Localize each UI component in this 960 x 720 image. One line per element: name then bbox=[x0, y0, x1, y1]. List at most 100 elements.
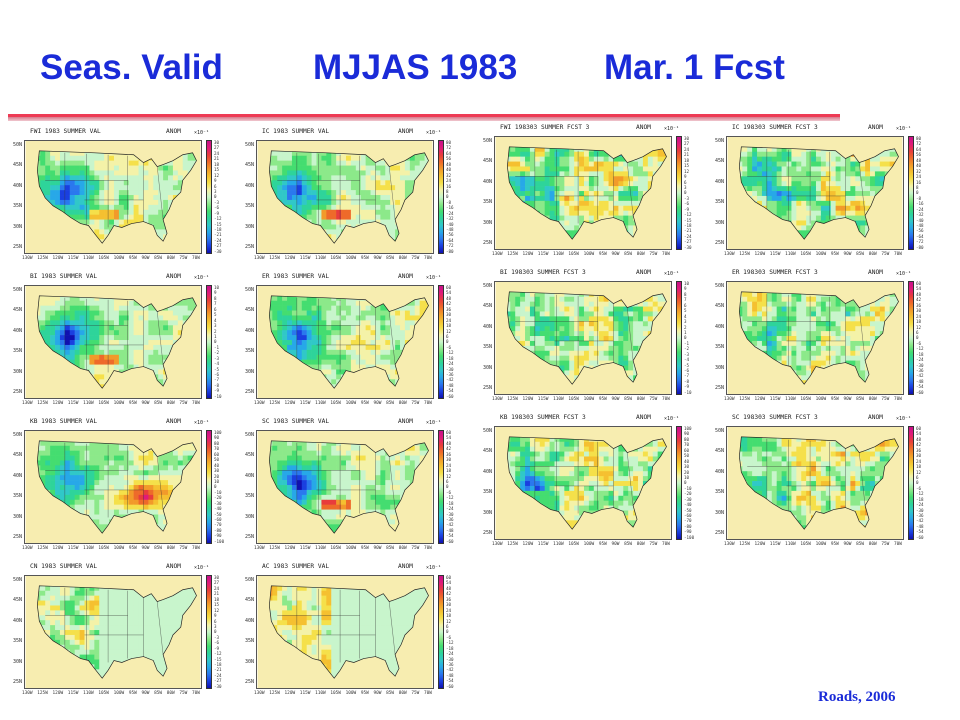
panel-title: ER 1983 SUMMER VAL ANOM bbox=[262, 273, 413, 280]
anomaly-cell bbox=[99, 524, 105, 530]
anomaly-cell bbox=[291, 160, 298, 166]
colorbar-tick-label: -60 bbox=[446, 393, 454, 399]
anomaly-cell bbox=[153, 219, 159, 225]
anomaly-cell bbox=[419, 300, 425, 306]
anomaly-cell bbox=[59, 195, 66, 201]
anomaly-cell bbox=[385, 325, 391, 331]
anomaly-cell bbox=[311, 485, 317, 491]
anomaly-cell bbox=[326, 354, 332, 360]
anomaly-cell bbox=[269, 175, 273, 181]
anomaly-cell bbox=[287, 204, 293, 211]
anomaly-cell bbox=[370, 480, 376, 486]
anomaly-cell bbox=[395, 455, 401, 461]
anomaly-cell bbox=[104, 489, 110, 496]
anomaly-cell bbox=[287, 450, 293, 456]
anomaly-cell bbox=[277, 340, 283, 346]
anomaly-cell bbox=[64, 310, 71, 316]
anomaly-cell bbox=[395, 310, 401, 316]
lat-tick-label: 25N bbox=[12, 533, 22, 540]
lon-tick-label: 75W bbox=[411, 546, 420, 551]
anomaly-cell bbox=[45, 465, 51, 471]
anomaly-cell bbox=[341, 455, 347, 461]
anomaly-cell bbox=[138, 310, 144, 316]
anomaly-cell bbox=[341, 485, 347, 491]
anomaly-cell bbox=[74, 499, 80, 505]
panel-anom-label: ANOM bbox=[398, 128, 413, 135]
anomaly-cell bbox=[301, 470, 307, 476]
anomaly-cell bbox=[40, 185, 46, 191]
anomaly-cell bbox=[331, 204, 337, 211]
anomaly-cell bbox=[158, 180, 164, 186]
colorbar-tick-label: 70 bbox=[214, 446, 220, 452]
anomaly-cell bbox=[50, 320, 56, 326]
anomaly-cell bbox=[385, 489, 391, 496]
anomaly-cell bbox=[143, 465, 149, 471]
anomaly-cell bbox=[316, 170, 322, 176]
anomaly-cell bbox=[409, 450, 416, 456]
anomaly-cell bbox=[55, 175, 61, 181]
anomaly-cell bbox=[89, 440, 95, 447]
anomaly-cell bbox=[69, 440, 75, 447]
anomaly-cell bbox=[113, 455, 120, 461]
anomaly-cell bbox=[79, 450, 85, 456]
anomaly-cell bbox=[128, 354, 134, 360]
anomaly-cell bbox=[143, 470, 149, 476]
anomaly-cell bbox=[321, 190, 327, 196]
anomaly-cell bbox=[74, 190, 80, 196]
anomaly-cell bbox=[163, 170, 169, 176]
anomaly-cell bbox=[287, 315, 293, 321]
anomaly-cell bbox=[64, 485, 71, 491]
anomaly-cell bbox=[118, 209, 125, 215]
anomaly-cell bbox=[306, 325, 312, 331]
anomaly-cell bbox=[79, 320, 85, 326]
anomaly-cell bbox=[321, 340, 327, 346]
anomaly-cell bbox=[400, 470, 406, 476]
anomaly-cell bbox=[336, 310, 342, 316]
anomaly-cell bbox=[40, 295, 46, 302]
anomaly-cell bbox=[306, 340, 312, 346]
anomaly-cell bbox=[395, 330, 401, 336]
anomaly-cell bbox=[133, 310, 139, 316]
anomaly-cell bbox=[123, 450, 130, 456]
anomaly-cell bbox=[104, 209, 110, 215]
anomaly-cell bbox=[69, 204, 75, 211]
anomaly-cell bbox=[277, 150, 283, 157]
anomaly-cell bbox=[277, 185, 283, 191]
anomaly-cell bbox=[118, 364, 125, 370]
anomaly-cell bbox=[153, 354, 159, 360]
anomaly-cell bbox=[306, 185, 312, 191]
anomaly-cell bbox=[50, 440, 56, 447]
anomaly-cell bbox=[400, 335, 406, 341]
panel-title-text: SC 1983 SUMMER VAL bbox=[262, 418, 330, 425]
lat-tick-label: 25N bbox=[12, 388, 22, 395]
anomaly-cell bbox=[109, 480, 115, 486]
anomaly-cell bbox=[272, 330, 278, 336]
anomaly-cell bbox=[99, 315, 105, 321]
anomaly-cell bbox=[414, 160, 420, 166]
anomaly-cell bbox=[104, 180, 110, 186]
anomaly-cell bbox=[306, 150, 312, 157]
anomaly-cell bbox=[341, 175, 347, 181]
anomaly-cell bbox=[89, 455, 95, 461]
anomaly-cell bbox=[370, 330, 376, 336]
anomaly-cell bbox=[321, 330, 327, 336]
anomaly-cell bbox=[138, 165, 144, 171]
anomaly-cell bbox=[385, 344, 391, 351]
anomaly-cell bbox=[331, 485, 337, 491]
anomaly-cell bbox=[168, 175, 174, 181]
anomaly-cell bbox=[269, 450, 273, 456]
anomaly-cell bbox=[133, 475, 139, 481]
anomaly-cell bbox=[69, 315, 75, 321]
anomaly-cell bbox=[385, 465, 391, 471]
anomaly-cell bbox=[380, 165, 386, 171]
anomaly-cell bbox=[277, 320, 283, 326]
anomaly-cell bbox=[316, 460, 322, 466]
anomaly-cell bbox=[84, 330, 90, 336]
anomaly-cell bbox=[118, 460, 125, 466]
anomaly-cell bbox=[350, 175, 357, 181]
anomaly-cell bbox=[113, 310, 120, 316]
anomaly-cell bbox=[94, 359, 100, 365]
anomaly-cell bbox=[50, 310, 56, 316]
anomaly-cell bbox=[345, 344, 352, 351]
anomaly-cell bbox=[311, 335, 317, 341]
